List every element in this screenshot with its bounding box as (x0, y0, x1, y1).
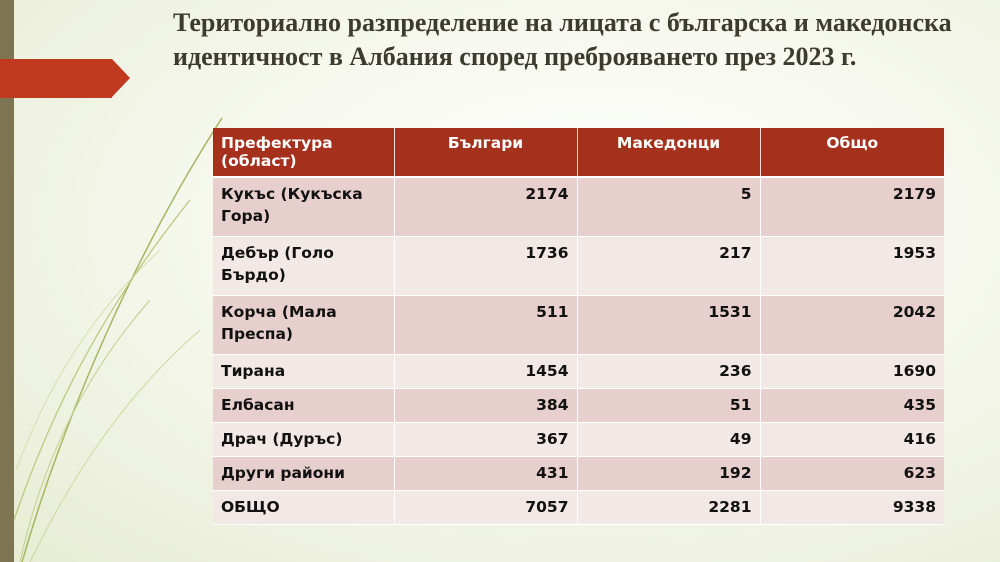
cell-bulgarians: 511 (394, 295, 578, 355)
cell-macedonians: 236 (577, 354, 761, 389)
header-macedonians: Македонци (577, 128, 761, 178)
cell-prefecture: Тирана (213, 354, 395, 389)
cell-prefecture: Корча (Мала Преспа) (213, 295, 395, 355)
table-row-total: ОБЩО 7057 2281 9338 (213, 490, 944, 525)
cell-prefecture: ОБЩО (213, 490, 395, 525)
table-row: Други райони 431 192 623 (213, 456, 944, 491)
cell-total: 1690 (760, 354, 944, 389)
header-bulgarians: Българи (394, 128, 578, 178)
arrow-banner (0, 59, 112, 98)
cell-total: 416 (760, 422, 944, 457)
header-prefecture: Префектура (област) (213, 128, 395, 178)
table-header-row: Префектура (област) Българи Македонци Об… (213, 128, 944, 178)
cell-prefecture: Елбасан (213, 388, 395, 423)
table-row: Корча (Мала Преспа) 511 1531 2042 (213, 295, 944, 355)
cell-total: 623 (760, 456, 944, 491)
cell-macedonians: 5 (577, 177, 761, 237)
header-total: Общо (760, 128, 944, 178)
cell-macedonians: 49 (577, 422, 761, 457)
cell-macedonians: 1531 (577, 295, 761, 355)
slide-title: Териториално разпределение на лицата с б… (173, 8, 952, 71)
cell-prefecture: Драч (Дуръс) (213, 422, 395, 457)
table-row: Драч (Дуръс) 367 49 416 (213, 422, 944, 457)
cell-bulgarians: 431 (394, 456, 578, 491)
data-table: Префектура (област) Българи Македонци Об… (213, 128, 944, 525)
decorative-lines (13, 117, 223, 562)
cell-bulgarians: 367 (394, 422, 578, 457)
cell-bulgarians: 384 (394, 388, 578, 423)
cell-macedonians: 192 (577, 456, 761, 491)
table-row: Елбасан 384 51 435 (213, 388, 944, 423)
left-accent-bar (0, 0, 14, 562)
cell-prefecture: Дебър (Голо Бърдо) (213, 236, 395, 296)
cell-bulgarians: 1736 (394, 236, 578, 296)
table-row: Тирана 1454 236 1690 (213, 354, 944, 389)
cell-total: 9338 (760, 490, 944, 525)
cell-total: 2179 (760, 177, 944, 237)
cell-macedonians: 51 (577, 388, 761, 423)
table-row: Дебър (Голо Бърдо) 1736 217 1953 (213, 236, 944, 296)
cell-total: 1953 (760, 236, 944, 296)
cell-bulgarians: 7057 (394, 490, 578, 525)
cell-macedonians: 2281 (577, 490, 761, 525)
cell-bulgarians: 1454 (394, 354, 578, 389)
cell-bulgarians: 2174 (394, 177, 578, 237)
arrow-banner-tip (112, 59, 130, 97)
cell-total: 2042 (760, 295, 944, 355)
cell-prefecture: Други райони (213, 456, 395, 491)
table-row: Кукъс (Кукъска Гора) 2174 5 2179 (213, 177, 944, 237)
cell-macedonians: 217 (577, 236, 761, 296)
cell-total: 435 (760, 388, 944, 423)
cell-prefecture: Кукъс (Кукъска Гора) (213, 177, 395, 237)
